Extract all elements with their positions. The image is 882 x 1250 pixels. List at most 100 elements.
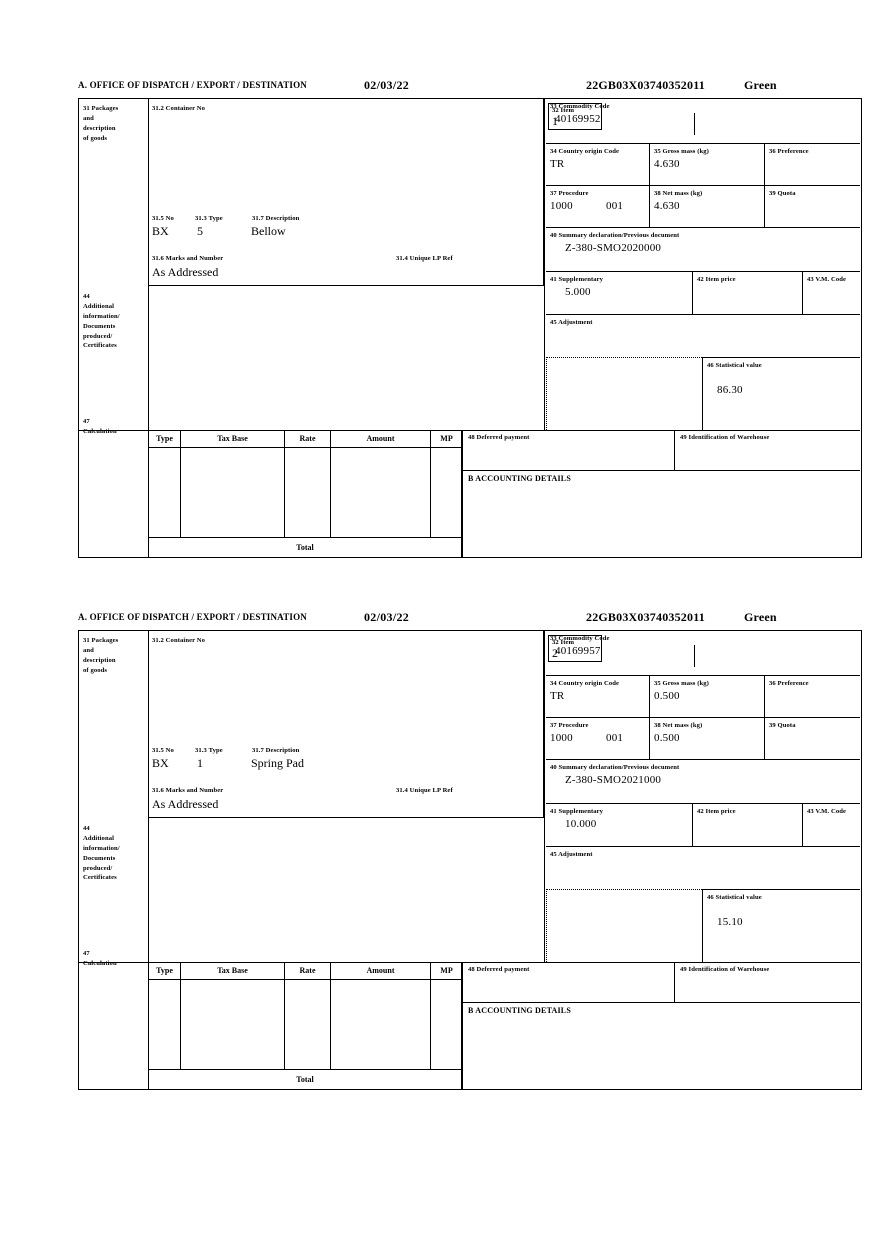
item-number-value: 1 [552, 114, 559, 128]
calc-column-rate: Rate [284, 430, 330, 538]
declaration-date: 02/03/22 [364, 78, 410, 92]
container-no-label: 31.2 Container No [152, 105, 206, 112]
package-type-value: 5 [197, 224, 203, 238]
accounting-details-label: B ACCOUNTING DETAILS [468, 474, 571, 483]
package-description-label: 31.7 Description [252, 215, 300, 222]
vm-code-label: 43 V.M. Code [807, 276, 847, 283]
additional-info-stub-label: 44 Additional information/ Documents pro… [83, 293, 120, 350]
calc-column-amount: Amount [330, 962, 430, 1070]
right-column-divider [544, 631, 546, 962]
calc-column-tax-base: Tax Base [180, 430, 284, 538]
statistical-value-amount: 15.10 [717, 916, 743, 928]
supplementary-label: 41 Supplementary [550, 808, 604, 815]
procedure-additional-value: 001 [606, 200, 624, 212]
calc-header-mp: MP [431, 430, 462, 448]
calc-column-amount: Amount [330, 430, 430, 538]
procedure-label: 37 Procedure [550, 722, 589, 729]
quota-label: 39 Quota [769, 190, 796, 197]
net-mass-value: 4.630 [654, 200, 680, 212]
calculation-stub-label: 47 Calculation [83, 418, 117, 435]
statistical-value-amount: 86.30 [717, 384, 743, 396]
warehouse-identification-label: 49 Identification of Warehouse [680, 434, 770, 441]
net-mass-value: 0.500 [654, 732, 680, 744]
summary-declaration-value: Z-380-SMO2021000 [565, 774, 662, 786]
adjustment-continuation-box [546, 357, 702, 430]
commodity-code-label: 33 Commodity Code [550, 103, 610, 110]
commodity-code-value: 40169952 [555, 113, 601, 125]
accounting-details-label: B ACCOUNTING DETAILS [468, 1006, 571, 1015]
declaration-date: 02/03/22 [364, 610, 410, 624]
left-stub-column: 31 Packages and description of goods 44 … [79, 99, 148, 557]
marks-and-number-value: As Addressed [152, 797, 219, 811]
left-stub-column: 31 Packages and description of goods 44 … [79, 631, 148, 1089]
calc-header-mp: MP [431, 962, 462, 980]
packages-stub-label: 31 Packages and description of goods [83, 637, 119, 674]
procedure-box: 37 Procedure 1000 001 [546, 185, 649, 227]
packages-right-divider [543, 631, 545, 817]
gross-mass-box: 35 Gross mass (kg) 0.500 [649, 675, 764, 717]
calculation-top-divider [79, 962, 860, 964]
commodity-code-box: 33 Commodity Code 40169957 [546, 631, 860, 675]
calc-column-rate: Rate [284, 962, 330, 1070]
supplementary-value: 5.000 [565, 286, 591, 298]
warehouse-identification-box: 49 Identification of Warehouse [674, 430, 860, 471]
package-description-value: Bellow [251, 224, 286, 238]
vm-code-box: 43 V.M. Code [802, 803, 860, 846]
warehouse-identification-box: 49 Identification of Warehouse [674, 962, 860, 1003]
calculation-table: Type Tax Base Rate Amount MP Total [148, 430, 462, 558]
procedure-box: 37 Procedure 1000 001 [546, 717, 649, 759]
item-price-label: 42 Item price [697, 808, 736, 815]
package-type-label: 31.3 Type [195, 215, 223, 222]
deferred-payment-box: 48 Deferred payment [462, 430, 674, 471]
commodity-code-box: 33 Commodity Code 40169952 [546, 99, 860, 143]
package-no-label: 31.5 No [152, 215, 174, 222]
unique-lp-ref-label: 31.4 Unique LP Ref [396, 255, 453, 262]
marks-and-number-label: 31.6 Marks and Number [152, 787, 224, 794]
package-type-value: 1 [197, 756, 203, 770]
route-status: Green [744, 78, 777, 92]
stub-divider [148, 99, 150, 510]
calc-column-tax-base: Tax Base [180, 962, 284, 1070]
packages-section: 31.2 Container No 32 Item 2 31.5 No 31.3… [148, 631, 602, 817]
item-number-box: 32 Item 1 [548, 103, 602, 130]
calc-header-tax-base: Tax Base [181, 962, 284, 980]
supplementary-label: 41 Supplementary [550, 276, 604, 283]
gross-mass-label: 35 Gross mass (kg) [654, 680, 709, 687]
accounting-details-box: B ACCOUNTING DETAILS [462, 471, 860, 558]
summary-declaration-label: 40 Summary declaration/Previous document [550, 232, 680, 239]
deferred-payment-box: 48 Deferred payment [462, 962, 674, 1003]
package-description-value: Spring Pad [251, 756, 305, 770]
quota-label: 39 Quota [769, 722, 796, 729]
supplementary-box: 41 Supplementary 5.000 [546, 271, 692, 314]
stub-divider [148, 631, 150, 1042]
marks-and-number-value: As Addressed [152, 265, 219, 279]
supplementary-box: 41 Supplementary 10.000 [546, 803, 692, 846]
commodity-code-separator-icon [694, 113, 696, 135]
adjustment-box: 45 Adjustment [546, 314, 860, 357]
country-origin-label: 34 Country origin Code [550, 148, 620, 155]
statistical-value-label: 46 Statistical value [707, 362, 762, 369]
net-mass-label: 38 Net mass (kg) [654, 190, 703, 197]
statistical-value-label: 46 Statistical value [707, 894, 762, 901]
right-column-divider [544, 99, 546, 430]
gross-mass-value: 4.630 [654, 158, 680, 170]
procedure-label: 37 Procedure [550, 190, 589, 197]
calc-column-type: Type [148, 962, 180, 1070]
movement-reference-number: 22GB03X03740352011 [586, 610, 705, 624]
form-header: A. OFFICE OF DISPATCH / EXPORT / DESTINA… [78, 610, 862, 630]
warehouse-identification-label: 49 Identification of Warehouse [680, 966, 770, 973]
packages-bottom-divider [148, 285, 544, 287]
calculation-grid: Type Tax Base Rate Amount MP [148, 430, 462, 538]
calc-header-amount: Amount [331, 430, 430, 448]
country-origin-value: TR [550, 690, 565, 702]
unique-lp-ref-label: 31.4 Unique LP Ref [396, 787, 453, 794]
calculation-table: Type Tax Base Rate Amount MP Total [148, 962, 462, 1090]
country-origin-box: 34 Country origin Code TR [546, 143, 649, 185]
calculation-grid: Type Tax Base Rate Amount MP [148, 962, 462, 1070]
preference-label: 36 Preference [769, 148, 809, 155]
statistical-value-box: 46 Statistical value 15.10 [702, 889, 860, 962]
item-label: 32 Item [552, 107, 575, 114]
summary-declaration-box: 40 Summary declaration/Previous document… [546, 759, 860, 803]
route-status: Green [744, 610, 777, 624]
office-of-dispatch-label: A. OFFICE OF DISPATCH / EXPORT / DESTINA… [78, 80, 308, 90]
